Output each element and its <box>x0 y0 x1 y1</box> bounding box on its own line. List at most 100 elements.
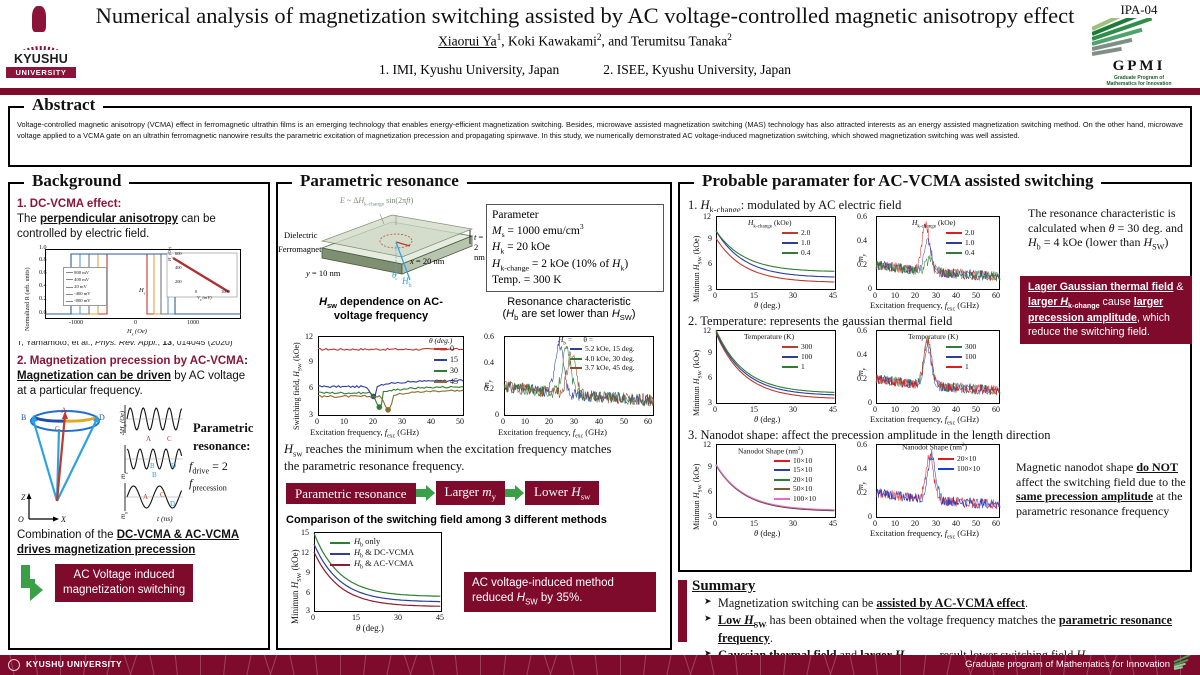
hk2-yt-06: 0.6 <box>857 212 867 221</box>
cmp-legend-swatch <box>330 553 350 555</box>
nn-e: at the parametric resonance frequency <box>1016 489 1183 518</box>
author-secondary: , Koki Kawakami <box>501 33 597 49</box>
legend-label: 5.2 kOe, 15 deg. <box>585 344 635 353</box>
legend-label: 45 <box>450 377 458 386</box>
dc-inset-xt2: 1000 <box>221 288 230 294</box>
legend-label: 2.0 <box>965 228 975 237</box>
nd2-yt-06: 0.6 <box>857 440 867 449</box>
legend-swatch <box>782 366 798 368</box>
wave-ylabel-1: ΔHk (Oe) <box>119 410 128 435</box>
hswfreq-yt-9: 9 <box>309 357 313 366</box>
comparison-title: Comparison of the switching field among … <box>286 514 607 526</box>
legend-swatch <box>938 468 954 470</box>
legend-swatch <box>774 497 790 500</box>
affiliation-2: 2. ISEE, Kyushu University, Japan <box>603 62 791 77</box>
probable-parameter-panel: Probable paramater for AC-VCMA assisted … <box>678 171 1192 572</box>
dc-xt-2: 0 <box>134 319 137 326</box>
footer-left-text: KYUSHU UNIVERSITY <box>26 659 123 669</box>
legend-swatch <box>946 242 962 244</box>
hswfreq-xt-20: 20 <box>369 417 377 426</box>
cmp-yt-15: 15 <box>301 528 309 537</box>
ac-voltage-callout: AC Voltage induced magnetization switchi… <box>55 563 194 602</box>
parametric-resonance-label-1: Parametric <box>193 420 254 435</box>
flow-item-2: Larger my <box>435 481 505 506</box>
legend-swatch <box>774 488 790 491</box>
tp2-xt-0: 0 <box>873 405 877 414</box>
legend-label: 10×10 <box>793 456 813 465</box>
cmp-yt-12: 12 <box>301 548 309 557</box>
pc-a4: cause <box>1099 295 1134 308</box>
poster-header: KYUSHU UNIVERSITY Numerical analysis of … <box>0 0 1200 95</box>
tp2-xt-30: 30 <box>932 405 940 414</box>
hswfreq-xt-30: 30 <box>398 417 406 426</box>
bg-i1-c: can be <box>178 213 216 225</box>
legend-swatch <box>782 252 798 254</box>
wave-mark-D: D <box>171 461 177 470</box>
nn-c: affect the switching field due to the <box>1016 474 1186 489</box>
comparison-callout: AC voltage-induced method reduced HSW by… <box>464 572 656 612</box>
dc-yt-6: 0.0 <box>39 309 47 316</box>
tp1-xt-30: 30 <box>789 405 797 414</box>
cmp-legend-label: Hb & AC-VCMA <box>354 558 414 571</box>
bg-i2-a: Magnetization can be driven <box>17 369 171 382</box>
legend-swatch <box>434 359 447 361</box>
hk1-legend-title: Hk-change (kOe) <box>748 218 792 230</box>
label-dielectric: Dielectric <box>284 230 318 240</box>
hswfreq-xt-0: 0 <box>315 417 319 426</box>
reso-legend-header: Hb = θ = <box>558 335 594 347</box>
reso-xt-60: 60 <box>644 417 652 426</box>
axis-label-z: Z <box>21 492 26 502</box>
hswfreq-xlabel: Excitation frequency, fexc (GHz) <box>310 427 419 440</box>
dc-inset-xt1: 0 <box>195 288 198 294</box>
probable-item2: 2. Temperature: represents the gaussian … <box>688 314 953 328</box>
reso-yt-06: 0.6 <box>484 332 494 341</box>
parametric-resonance-panel: Parametric resonance E ~ ΔHk-change sin(… <box>276 171 672 650</box>
tp1-ylabel: Minimun HSW (kOe) <box>692 349 704 416</box>
legend-label: 0.4 <box>965 248 975 257</box>
precession-diagram: A B C D Z O X ΔHk (Oe) mz mx t (ns) A C … <box>17 400 265 526</box>
dc-yt-3: 0.6 <box>39 269 47 276</box>
nd2-yt-04: 0.4 <box>857 464 867 473</box>
hswfreq-xt-40: 40 <box>427 417 435 426</box>
footer-emblem-icon <box>8 659 20 671</box>
legend-swatch <box>782 242 798 244</box>
wave-ylabel-2: mz <box>119 471 130 479</box>
cite-d: 13 <box>162 336 172 347</box>
device-formula: E ~ ΔHk-change sin(2πft) <box>340 196 414 208</box>
cite-c: , <box>157 336 163 347</box>
hk1-yt-9: 9 <box>708 234 712 243</box>
tp1-xt-15: 15 <box>750 405 758 414</box>
field-hb-label: Hb <box>402 276 412 289</box>
wave-mark-C2: C <box>160 490 165 499</box>
parameter-ms: Ms = 1000 emu/cm3 <box>492 222 584 240</box>
probable-legend: Probable paramater for AC-VCMA assisted … <box>694 171 1102 191</box>
s1-a: Magnetization switching can be <box>718 596 877 610</box>
chart-hkchange-resonance: my 0.6 0.4 0.2 0 0 10 20 30 40 50 60 Exc… <box>850 212 1010 313</box>
bg-i2-head: 2. Magnetization precession by AC-VCMA <box>17 354 245 367</box>
precession-label-B: B <box>21 412 27 422</box>
tp2-legend-title: Temperature (K) <box>908 332 959 341</box>
hk1-yt-12: 12 <box>703 212 711 221</box>
author-primary: Xiaorui Ya <box>438 33 497 49</box>
cmp-xt-0: 0 <box>311 613 315 622</box>
gpmi-subtitle: Graduate Program of Mathematics for Innov… <box>1106 75 1172 88</box>
tp1-xt-45: 45 <box>829 405 837 414</box>
hk1-yt-6: 6 <box>708 259 712 268</box>
affiliations: 1. IMI, Kyushu University, Japan 2. ISEE,… <box>74 62 1096 78</box>
hk2-yt-0: 0 <box>868 284 872 293</box>
nn-a: Magnetic nanodot shape <box>1016 460 1137 474</box>
chart-nanodot-min-hsw: Minimun HSW (kOe) 12 9 6 3 0 15 30 45 θ … <box>686 440 846 540</box>
callout-l2: magnetization switching <box>63 583 186 596</box>
angle-theta-label: θ <box>392 270 397 280</box>
nd1-xt-30: 30 <box>789 519 797 528</box>
legend-label: 0.4 <box>801 248 811 257</box>
summary-accent-bar <box>678 580 687 642</box>
hk1-yt-3: 3 <box>708 284 712 293</box>
green-arrow-icon-2 <box>505 484 525 502</box>
legend-label: 1.0 <box>965 238 975 247</box>
chart-resonance-characteristic: my 0.6 0.4 0.2 0 0 10 20 30 40 50 60 Exc… <box>474 332 664 440</box>
dc-yt-4: 0.4 <box>39 282 47 289</box>
nd2-xlabel: Excitation frequency, fexc (GHz) <box>870 528 979 541</box>
dc-yt-2: 0.8 <box>39 256 47 263</box>
hswfreq-yt-12: 12 <box>305 332 313 341</box>
